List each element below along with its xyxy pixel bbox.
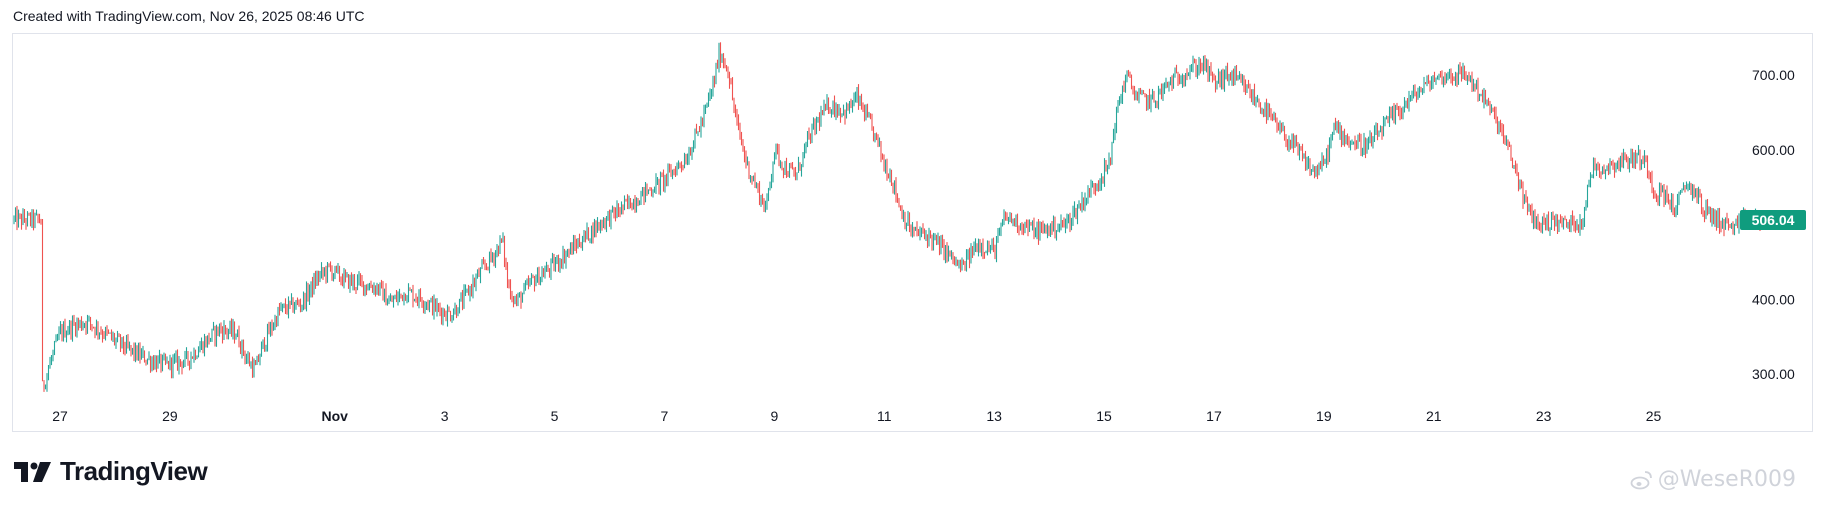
candles [13,42,1764,392]
time-tick-label: 13 [986,408,1002,424]
price-tick-label: 700.00 [1752,67,1795,83]
tradingview-brand-name: TradingView [60,456,208,486]
time-tick-label: 3 [441,408,449,424]
time-tick-label: 21 [1426,408,1442,424]
tradingview-brand[interactable]: TradingView [14,456,208,487]
price-tick-label: 400.00 [1752,291,1795,307]
time-tick-label: 23 [1536,408,1552,424]
time-tick-label: 25 [1646,408,1662,424]
watermark-text: @WeseR009 [1657,467,1796,492]
price-tick-label: 300.00 [1752,366,1795,382]
time-axis: 27 29 Nov 3 5 7 9 11 13 15 17 19 21 23 25 [52,408,1661,424]
chart-frame [12,33,1813,432]
last-price-badge [1740,209,1806,230]
time-tick-label: 5 [551,408,559,424]
time-tick-label: 11 [877,408,892,424]
last-price-label: 506.04 [1752,212,1795,228]
time-tick-label: 27 [52,408,68,424]
tradingview-logo-icon [14,461,51,482]
weibo-icon [1630,470,1652,489]
weibo-watermark: @WeseR009 [1630,467,1796,492]
price-tick-label: 600.00 [1752,142,1795,158]
chart-attribution-header: Created with TradingView.com, Nov 26, 20… [13,8,365,24]
time-tick-label: 29 [162,408,178,424]
candlestick-chart[interactable]: 700.00600.00500.00400.00300.002729Nov357… [0,0,1826,440]
time-tick-label: 15 [1096,408,1112,424]
time-tick-label: 9 [770,408,778,424]
time-tick-label: 17 [1206,408,1222,424]
time-tick-label: 19 [1316,408,1332,424]
time-tick-label: Nov [322,408,349,424]
time-tick-label: 7 [661,408,669,424]
